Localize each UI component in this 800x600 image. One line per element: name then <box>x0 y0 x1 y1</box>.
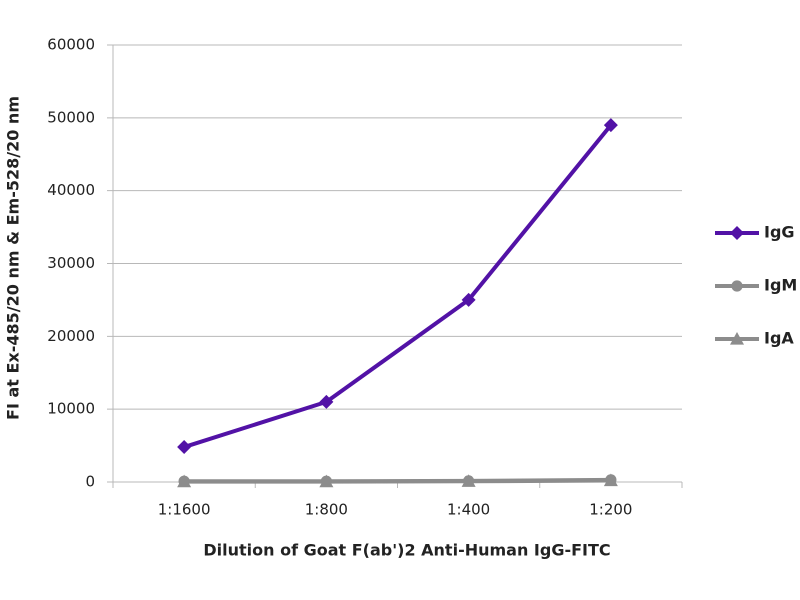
marker <box>178 475 190 487</box>
y-tick-label: 20000 <box>47 327 95 345</box>
marker <box>730 332 744 345</box>
y-tick-label: 40000 <box>47 181 95 199</box>
series-line <box>183 123 613 449</box>
y-tick-label: 60000 <box>47 36 95 54</box>
marker <box>461 292 476 307</box>
y-axis-title: FI at Ex-485/20 nm & Em-528/20 nm <box>4 96 23 420</box>
x-tick-label: 1:200 <box>589 501 632 519</box>
marker <box>463 475 475 487</box>
x-axis-title: Dilution of Goat F(ab')2 Anti-Human IgG-… <box>203 541 610 560</box>
marker <box>177 440 192 455</box>
legend-label: IgG <box>764 223 795 242</box>
y-tick-label: 10000 <box>47 400 95 418</box>
legend-label: IgA <box>764 329 794 348</box>
x-tick-label: 1:1600 <box>158 501 211 519</box>
x-tick-label: 1:800 <box>305 501 348 519</box>
y-tick-label: 50000 <box>47 108 95 126</box>
y-tick-label: 30000 <box>47 254 95 272</box>
marker <box>730 226 744 240</box>
legend-label: IgM <box>764 276 797 295</box>
y-tick-label: 0 <box>85 473 95 491</box>
x-tick-label: 1:400 <box>447 501 490 519</box>
series-line <box>184 477 611 484</box>
marker <box>731 280 743 292</box>
marker <box>605 474 617 486</box>
marker <box>320 475 332 487</box>
marker <box>603 118 618 133</box>
marker <box>319 394 334 409</box>
